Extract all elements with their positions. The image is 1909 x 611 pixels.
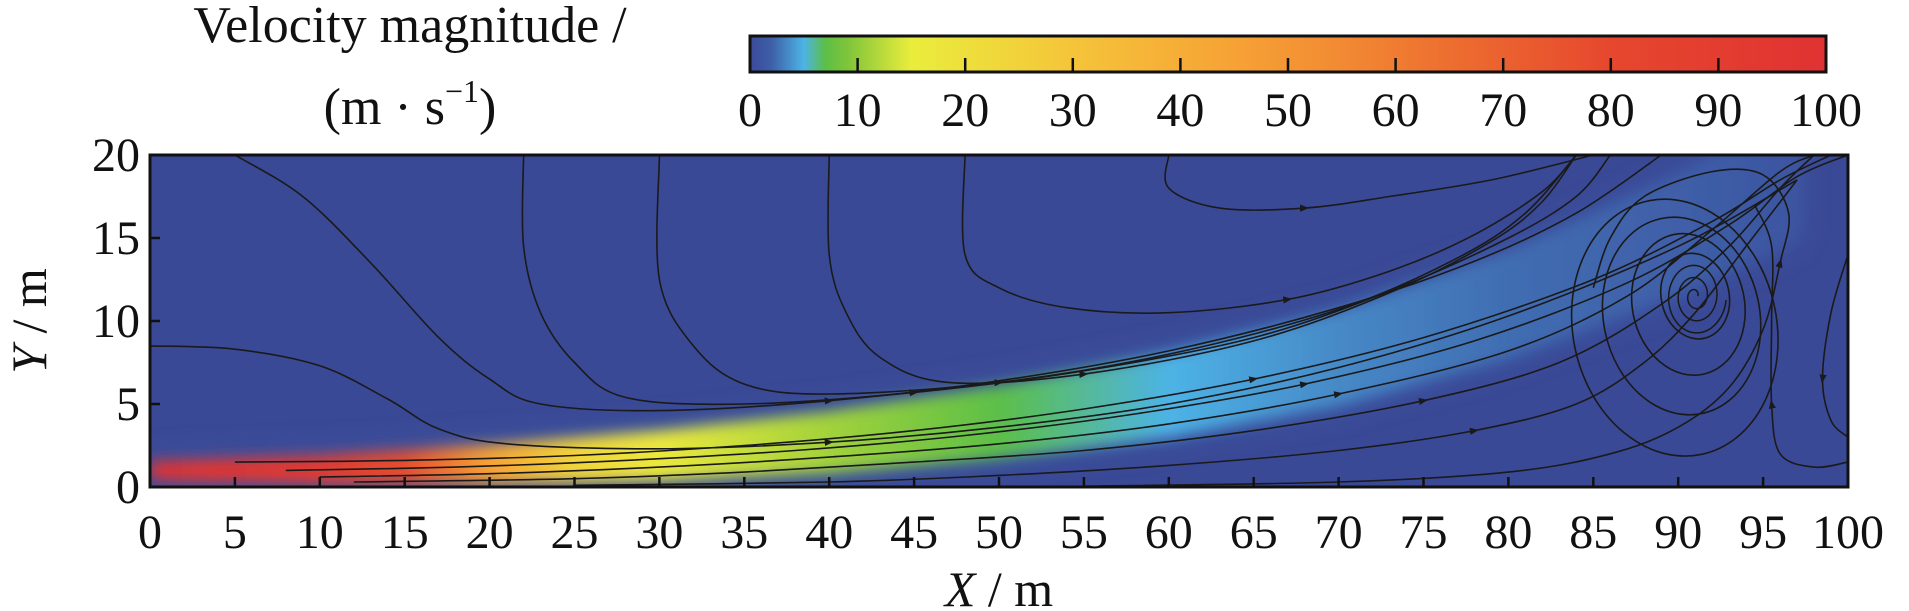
x-tick-label: 100 <box>1812 506 1884 559</box>
x-axis-variable: X <box>943 561 978 611</box>
streamlines <box>150 155 1848 487</box>
streamline <box>656 155 1577 395</box>
plot-area <box>150 155 1848 487</box>
colorbar-tick-label: 0 <box>738 84 762 137</box>
streamline <box>150 179 1798 450</box>
vortex-loop <box>1630 232 1746 376</box>
colorbar-title-line1: Velocity magnitude / <box>193 0 627 54</box>
x-tick-label: 5 <box>223 506 247 559</box>
vortex-spiral <box>1667 264 1727 334</box>
x-axis-ticks: 0 5 10 15 20 25 30 35 40 45 50 55 60 65 70 75 80 85 90 95 10… <box>138 477 1884 559</box>
streamline <box>574 179 1798 487</box>
y-axis-variable: Y <box>1 341 57 374</box>
streamline <box>1083 168 1791 487</box>
streamline <box>1164 155 1594 211</box>
colorbar-tick-label: 20 <box>941 84 989 137</box>
y-axis-title: Y / m <box>1 268 57 374</box>
streamline <box>827 155 1577 385</box>
colorbar-tick-label: 10 <box>834 84 882 137</box>
streamline <box>285 155 1848 472</box>
colorbar-tick-label: 90 <box>1694 84 1742 137</box>
colorbar-tick-label: 60 <box>1372 84 1420 137</box>
colorbar-tick-label: 40 <box>1156 84 1204 137</box>
x-tick-label: 10 <box>296 506 344 559</box>
colorbar-tick-label: 50 <box>1264 84 1312 137</box>
recirculation-vortex <box>1570 198 1779 457</box>
y-axis-unit: / m <box>1 268 57 346</box>
x-tick-label: 90 <box>1654 506 1702 559</box>
colorbar-tick-label: 70 <box>1479 84 1527 137</box>
x-tick-label: 80 <box>1484 506 1532 559</box>
colorbar-title-line2: (m · s−1) <box>324 73 497 136</box>
jet-velocity-region <box>150 155 1798 485</box>
x-tick-label: 35 <box>720 506 768 559</box>
streamline <box>234 155 1832 463</box>
x-tick-label: 20 <box>466 506 514 559</box>
colorbar-tick-label: 80 <box>1587 84 1635 137</box>
colorbar-unit-exponent: −1 <box>445 73 479 109</box>
x-axis-title: X / m <box>943 561 1053 611</box>
x-tick-label: 60 <box>1145 506 1193 559</box>
x-tick-label: 70 <box>1315 506 1363 559</box>
streamline <box>319 155 1815 478</box>
x-tick-label: 50 <box>975 506 1023 559</box>
x-tick-label: 85 <box>1569 506 1617 559</box>
y-tick-label: 0 <box>116 461 140 514</box>
streamline <box>353 155 1815 483</box>
y-tick-label: 15 <box>92 212 140 265</box>
colorbar-tick-label: 30 <box>1049 84 1097 137</box>
streamline <box>961 155 1577 314</box>
vortex-loop <box>1659 252 1731 340</box>
colorbar-unit-main: (m · s <box>324 79 445 136</box>
x-tick-label: 40 <box>805 506 853 559</box>
x-tick-label: 25 <box>551 506 599 559</box>
x-tick-label: 75 <box>1400 506 1448 559</box>
colorbar-ticks: 0 10 20 30 40 50 60 70 80 90 100 <box>738 58 1862 137</box>
x-axis-unit: / m <box>975 561 1053 611</box>
y-tick-label: 20 <box>92 129 140 182</box>
streamline <box>521 155 1611 406</box>
y-tick-label: 10 <box>92 295 140 348</box>
x-tick-label: 45 <box>890 506 938 559</box>
vortex-loop <box>1570 198 1779 457</box>
vortex-loop <box>1601 216 1762 416</box>
colorbar-tick-label: 100 <box>1790 84 1862 137</box>
x-tick-label: 15 <box>381 506 429 559</box>
colorbar-unit-close: ) <box>479 79 496 136</box>
y-tick-label: 5 <box>116 378 140 431</box>
x-tick-label: 30 <box>635 506 683 559</box>
x-tick-label: 65 <box>1230 506 1278 559</box>
x-tick-label: 55 <box>1060 506 1108 559</box>
y-axis-ticks: 0 5 10 15 20 <box>92 129 160 514</box>
x-tick-label: 95 <box>1739 506 1787 559</box>
x-tick-label: 0 <box>138 506 162 559</box>
